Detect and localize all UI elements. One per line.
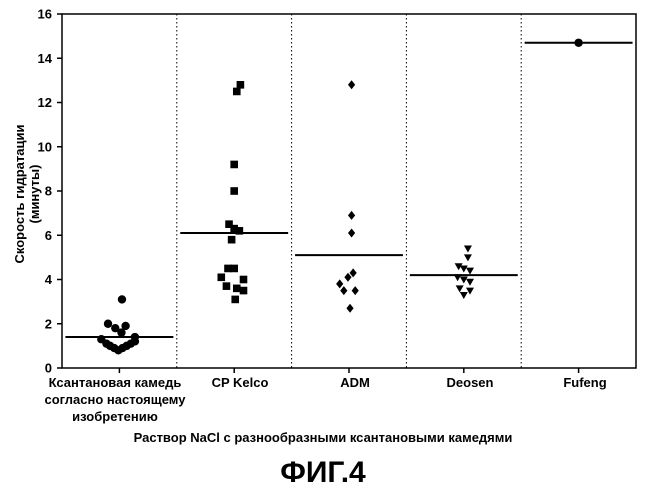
data-point bbox=[227, 235, 236, 244]
data-point bbox=[351, 286, 359, 296]
data-point bbox=[455, 285, 464, 293]
data-point bbox=[463, 245, 472, 253]
x-axis-label: Раствор NaCl с разнообразными ксантановы… bbox=[133, 430, 513, 445]
data-point bbox=[231, 295, 240, 304]
data-point bbox=[453, 274, 462, 282]
data-point bbox=[574, 38, 583, 47]
data-point bbox=[347, 210, 356, 220]
data-point bbox=[103, 319, 113, 328]
y-tick-label: 10 bbox=[38, 139, 52, 154]
category-label-cp-kelco: CP Kelco bbox=[211, 375, 269, 390]
data-point bbox=[230, 187, 238, 195]
data-point bbox=[236, 81, 245, 89]
data-point bbox=[217, 273, 226, 282]
data-point bbox=[347, 228, 356, 238]
data-point bbox=[230, 224, 238, 233]
data-point bbox=[224, 264, 232, 273]
data-point bbox=[459, 265, 468, 273]
plot-frame bbox=[61, 13, 637, 369]
y-tick-label: 6 bbox=[45, 228, 52, 243]
data-point bbox=[344, 272, 352, 282]
data-point bbox=[340, 286, 348, 296]
data-point bbox=[465, 278, 474, 286]
data-point bbox=[117, 328, 126, 337]
y-tick-label: 8 bbox=[45, 184, 52, 199]
data-point bbox=[454, 263, 463, 271]
data-point bbox=[225, 220, 233, 228]
data-point bbox=[230, 160, 238, 169]
data-point bbox=[239, 275, 248, 284]
category-label-adm: ADM bbox=[340, 375, 370, 390]
data-point bbox=[230, 264, 238, 273]
y-tick-label: 4 bbox=[45, 272, 53, 287]
data-point bbox=[465, 267, 474, 275]
y-tick-label: 0 bbox=[45, 361, 52, 376]
y-tick-label: 2 bbox=[45, 316, 52, 331]
data-point bbox=[235, 227, 244, 235]
figure-title: ФИГ.4 bbox=[280, 456, 366, 489]
data-point bbox=[346, 303, 354, 313]
y-tick-label: 16 bbox=[38, 7, 52, 22]
y-tick-label: 12 bbox=[38, 95, 52, 110]
data-point bbox=[232, 87, 241, 96]
data-point bbox=[117, 295, 127, 304]
category-label-invention: Ксантановая камедь согласно настоящему и… bbox=[44, 375, 186, 424]
data-point bbox=[459, 291, 468, 299]
data-point bbox=[349, 268, 357, 278]
data-point bbox=[130, 332, 140, 342]
y-axis-label: Скорость гидратации (минуты) bbox=[12, 124, 42, 264]
data-point bbox=[336, 279, 344, 289]
data-point bbox=[465, 287, 474, 295]
category-label-deosen: Deosen bbox=[446, 375, 494, 390]
data-point bbox=[459, 276, 468, 284]
data-point bbox=[463, 254, 472, 262]
data-point bbox=[121, 321, 130, 331]
data-point bbox=[111, 323, 120, 333]
category-label-fufeng: Fufeng bbox=[563, 375, 607, 390]
data-point bbox=[222, 282, 231, 290]
y-tick-label: 14 bbox=[38, 51, 53, 66]
data-point bbox=[239, 286, 248, 295]
data-point bbox=[347, 80, 356, 90]
data-point bbox=[232, 284, 241, 293]
